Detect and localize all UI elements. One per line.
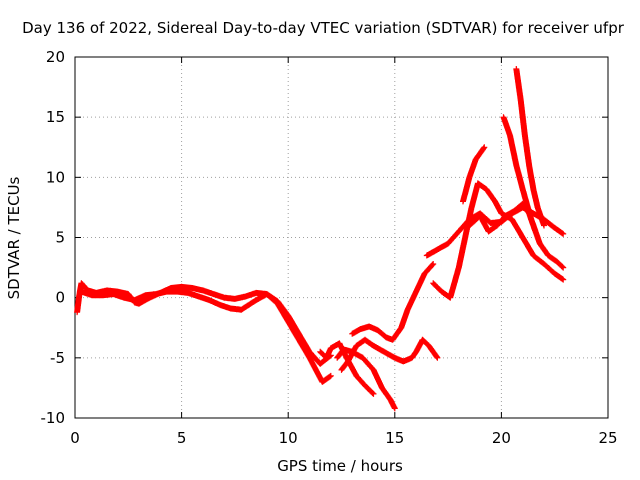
y-tick-label: 10	[46, 168, 65, 186]
series-markers	[513, 66, 547, 229]
x-tick-label: 5	[177, 429, 187, 447]
data-series	[74, 66, 567, 412]
series-track-6	[349, 261, 437, 343]
series-markers	[460, 144, 488, 205]
y-axis-ticks: -10 -5 0 5 10 15 20	[41, 48, 608, 427]
grid-lines	[75, 57, 608, 418]
x-axis-ticks: 0 5 10 15 20 25	[70, 57, 618, 447]
y-tick-label: 0	[55, 289, 65, 307]
series-track-2	[78, 288, 334, 367]
series-track-12	[466, 200, 539, 235]
y-tick-label: -10	[41, 409, 66, 427]
y-tick-label: 20	[46, 48, 65, 66]
x-tick-label: 0	[70, 429, 80, 447]
series-track-4	[338, 336, 441, 373]
series-markers	[466, 200, 539, 235]
y-tick-label: 5	[55, 229, 65, 247]
x-tick-label: 10	[279, 429, 298, 447]
x-axis-label: GPS time / hours	[277, 457, 403, 475]
y-tick-label: -5	[50, 349, 65, 367]
series-markers	[78, 288, 334, 367]
y-axis-label: SDTVAR / TECUs	[5, 176, 23, 299]
series-markers	[317, 340, 377, 397]
series-markers	[349, 261, 437, 343]
x-tick-label: 15	[385, 429, 404, 447]
series-track-5	[317, 340, 377, 397]
plot-frame	[74, 56, 609, 419]
y-tick-label: 15	[46, 108, 65, 126]
x-tick-label: 20	[492, 429, 511, 447]
x-tick-label: 25	[598, 429, 617, 447]
series-markers	[338, 336, 441, 373]
chart-title: Day 136 of 2022, Sidereal Day-to-day VTE…	[22, 19, 625, 37]
series-track-11	[513, 66, 547, 229]
series-track-9	[460, 144, 488, 205]
